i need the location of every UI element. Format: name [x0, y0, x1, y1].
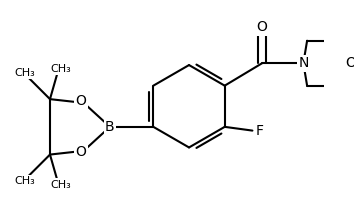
Text: B: B [105, 120, 115, 134]
Text: F: F [256, 124, 264, 138]
Text: CH₃: CH₃ [14, 68, 35, 78]
Text: CH₃: CH₃ [14, 176, 35, 186]
Text: O: O [75, 94, 86, 108]
Text: CH₃: CH₃ [50, 180, 71, 189]
Text: O: O [345, 56, 354, 70]
Text: CH₃: CH₃ [50, 64, 71, 74]
Text: O: O [257, 20, 268, 34]
Text: N: N [298, 56, 309, 70]
Text: O: O [75, 145, 86, 159]
